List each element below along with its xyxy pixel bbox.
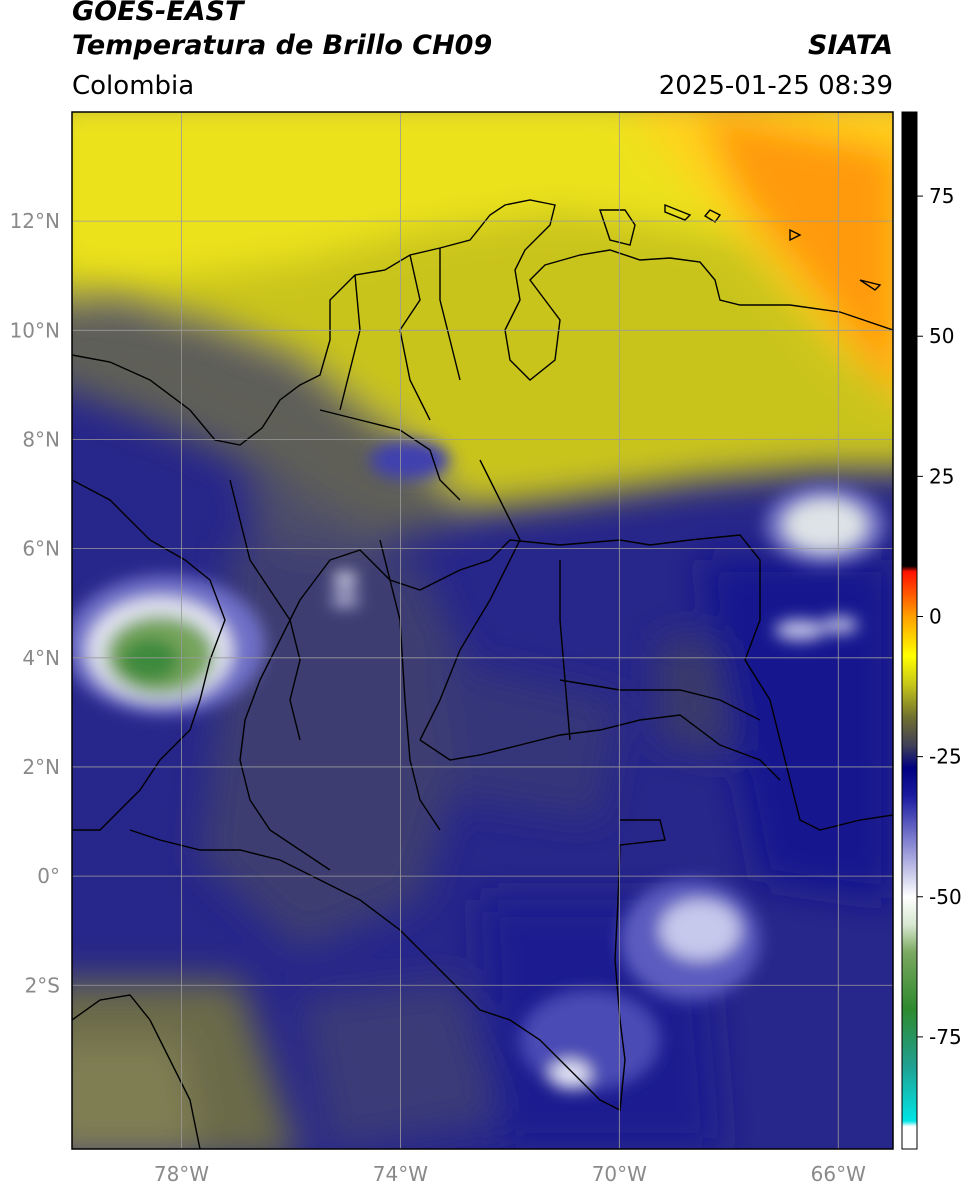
- satellite-title: GOES-EAST: [72, 0, 244, 27]
- latitude-tick-label: 10°N: [10, 318, 60, 342]
- product-title: Temperatura de Brillo CH09: [72, 30, 493, 61]
- latitude-tick-label: 4°N: [22, 646, 60, 670]
- colorbar-tick-label: -50: [929, 885, 962, 909]
- colorbar-tick-label: 25: [929, 464, 954, 488]
- latitude-tick-label: 0°: [37, 864, 60, 888]
- latitude-labels: 12°N 10°N 8°N 6°N 4°N 2°N 0° 2°S: [10, 209, 60, 997]
- latitude-tick-label: 8°N: [22, 427, 60, 451]
- country-borders: [72, 199, 893, 1149]
- longitude-tick-label: 74°W: [373, 1162, 428, 1186]
- colorbar-ticks: 75 50 25 0 -25 -50 -75: [917, 184, 962, 1049]
- organization-label: SIATA: [807, 30, 893, 61]
- longitude-tick-label: 70°W: [592, 1162, 647, 1186]
- colorbar-tick-label: 0: [929, 604, 942, 628]
- datetime-label: 2025-01-25 08:39: [658, 71, 893, 101]
- latitude-tick-label: 2°N: [22, 755, 60, 779]
- region-label: Colombia: [72, 71, 195, 101]
- colorbar-tick-label: 50: [929, 324, 954, 348]
- brightness-temperature-field: [72, 112, 893, 1149]
- latitude-tick-label: 2°S: [25, 973, 60, 997]
- map-frame: [71, 111, 894, 1150]
- latitude-tick-label: 12°N: [10, 209, 60, 233]
- colorbar-tick-label: 75: [929, 184, 954, 208]
- colorbar: 75 50 25 0 -25 -50 -75: [901, 111, 962, 1150]
- latitude-tick-label: 6°N: [22, 537, 60, 561]
- colorbar-tick-label: -75: [929, 1025, 962, 1049]
- longitude-labels: 78°W 74°W 70°W 66°W: [154, 1162, 866, 1186]
- colorbar-tick-label: -25: [929, 745, 962, 769]
- longitude-tick-label: 78°W: [154, 1162, 209, 1186]
- graticule: [72, 112, 893, 1149]
- longitude-tick-label: 66°W: [811, 1162, 866, 1186]
- colorbar-gradient: [901, 111, 918, 1150]
